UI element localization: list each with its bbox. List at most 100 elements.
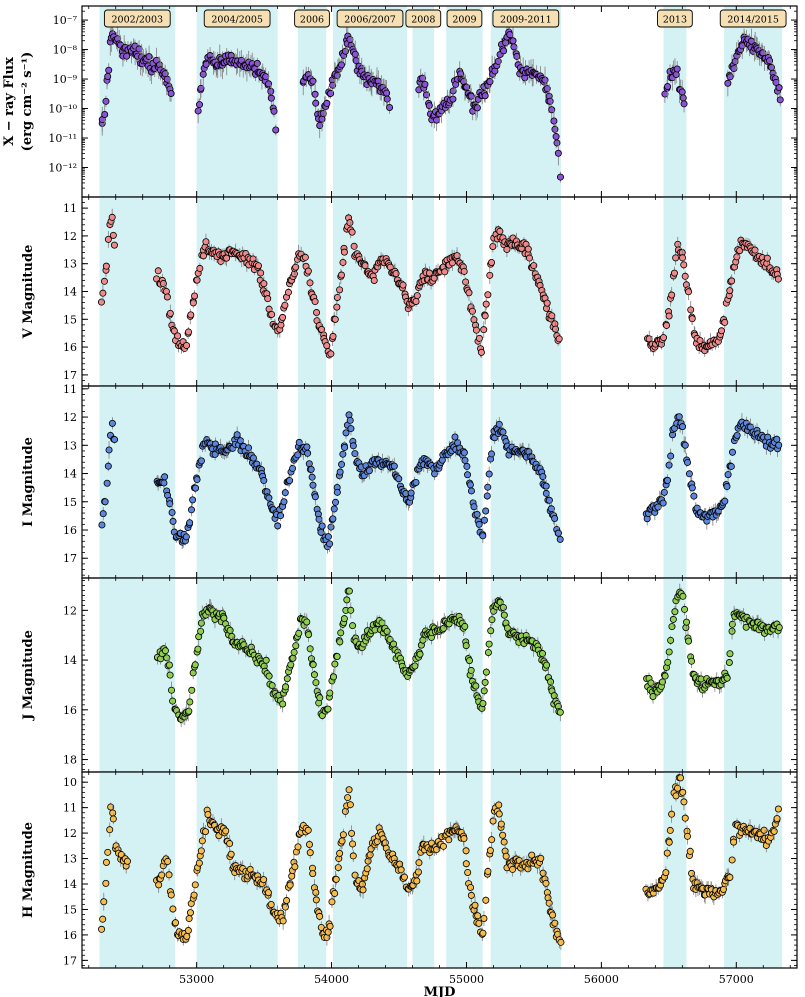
data-point (108, 213, 116, 221)
data-point (331, 660, 339, 668)
y-tick-label: 15 (63, 496, 77, 509)
data-point (488, 450, 496, 458)
data-point (110, 241, 118, 249)
data-point (199, 252, 207, 260)
data-point (326, 922, 334, 930)
data-point (102, 97, 110, 105)
data-point (324, 533, 332, 541)
y-axis-label: X − ray Flux (2, 57, 17, 146)
data-point (331, 889, 339, 897)
data-point (486, 847, 494, 855)
data-point (347, 606, 355, 614)
data-point (480, 914, 488, 922)
y-tick-label: 16 (63, 341, 77, 354)
data-point (191, 881, 199, 889)
data-point (462, 642, 470, 650)
data-point (730, 65, 738, 73)
y-tick-label: 18 (63, 754, 77, 767)
data-point (502, 39, 510, 47)
data-point (688, 484, 696, 492)
data-point (763, 254, 771, 262)
data-point (313, 309, 321, 317)
y-tick-label: 10⁻⁷ (53, 14, 78, 27)
y-tick-label: 10⁻¹¹ (48, 132, 77, 145)
data-point (460, 449, 468, 457)
data-point (306, 645, 314, 653)
data-point (197, 627, 205, 635)
data-point (183, 932, 191, 940)
data-point (664, 658, 672, 666)
data-point (542, 879, 550, 887)
data-point (104, 848, 112, 856)
data-point (166, 309, 174, 317)
data-point (168, 508, 176, 516)
data-point (102, 262, 110, 270)
data-point (690, 492, 698, 500)
data-point (467, 883, 475, 891)
data-point (155, 881, 163, 889)
data-point (226, 626, 234, 634)
data-point (395, 475, 403, 483)
panel-i: 11 12 13 14 15 16 17 I Magnitude (21, 383, 798, 579)
data-point (343, 596, 351, 604)
data-point (665, 648, 673, 656)
data-point (337, 629, 345, 637)
season-band-4 (332, 6, 408, 197)
data-point (104, 235, 112, 243)
data-point (483, 492, 491, 500)
data-point (262, 656, 270, 664)
data-point (668, 291, 676, 299)
data-point (537, 854, 545, 862)
data-point (169, 905, 177, 913)
data-point (169, 517, 177, 525)
data-point (346, 219, 354, 227)
data-point (664, 82, 672, 90)
data-point (550, 117, 558, 125)
data-point (102, 858, 110, 866)
data-point (724, 79, 732, 87)
y-tick-label: 14 (63, 286, 77, 299)
data-point (473, 510, 481, 518)
data-point (687, 306, 695, 314)
data-point (226, 840, 234, 848)
season-band-9 (724, 386, 783, 578)
data-point (679, 592, 687, 600)
data-point (723, 674, 731, 682)
y-tick-label: 13 (63, 258, 77, 271)
data-point (167, 89, 175, 97)
data-point (260, 477, 268, 485)
data-point (337, 271, 345, 279)
data-point (399, 281, 407, 289)
data-point (190, 891, 198, 899)
data-points (98, 411, 783, 554)
data-point (472, 682, 480, 690)
data-point (551, 919, 559, 927)
data-point (267, 900, 275, 908)
data-point (198, 837, 206, 845)
data-point (197, 847, 205, 855)
y-tick-label: 17 (63, 552, 77, 565)
data-point (284, 288, 292, 296)
data-point (172, 919, 180, 927)
data-point (101, 498, 109, 506)
data-point (472, 326, 480, 334)
data-point (202, 828, 210, 836)
data-point (186, 909, 194, 917)
data-point (548, 312, 556, 320)
data-point (326, 540, 334, 548)
data-point (316, 121, 324, 129)
data-point (281, 903, 289, 911)
data-point (274, 522, 282, 530)
y-tick-label: 14 (63, 468, 77, 481)
data-point (339, 831, 347, 839)
y-tick-label: 12 (63, 230, 77, 243)
data-point (346, 35, 354, 43)
data-point (649, 693, 657, 701)
data-point (187, 311, 195, 319)
data-point (265, 80, 273, 88)
data-point (197, 457, 205, 465)
data-point (246, 865, 254, 873)
data-point (301, 253, 309, 261)
data-point (474, 912, 482, 920)
y-tick-label: 12 (63, 604, 77, 617)
